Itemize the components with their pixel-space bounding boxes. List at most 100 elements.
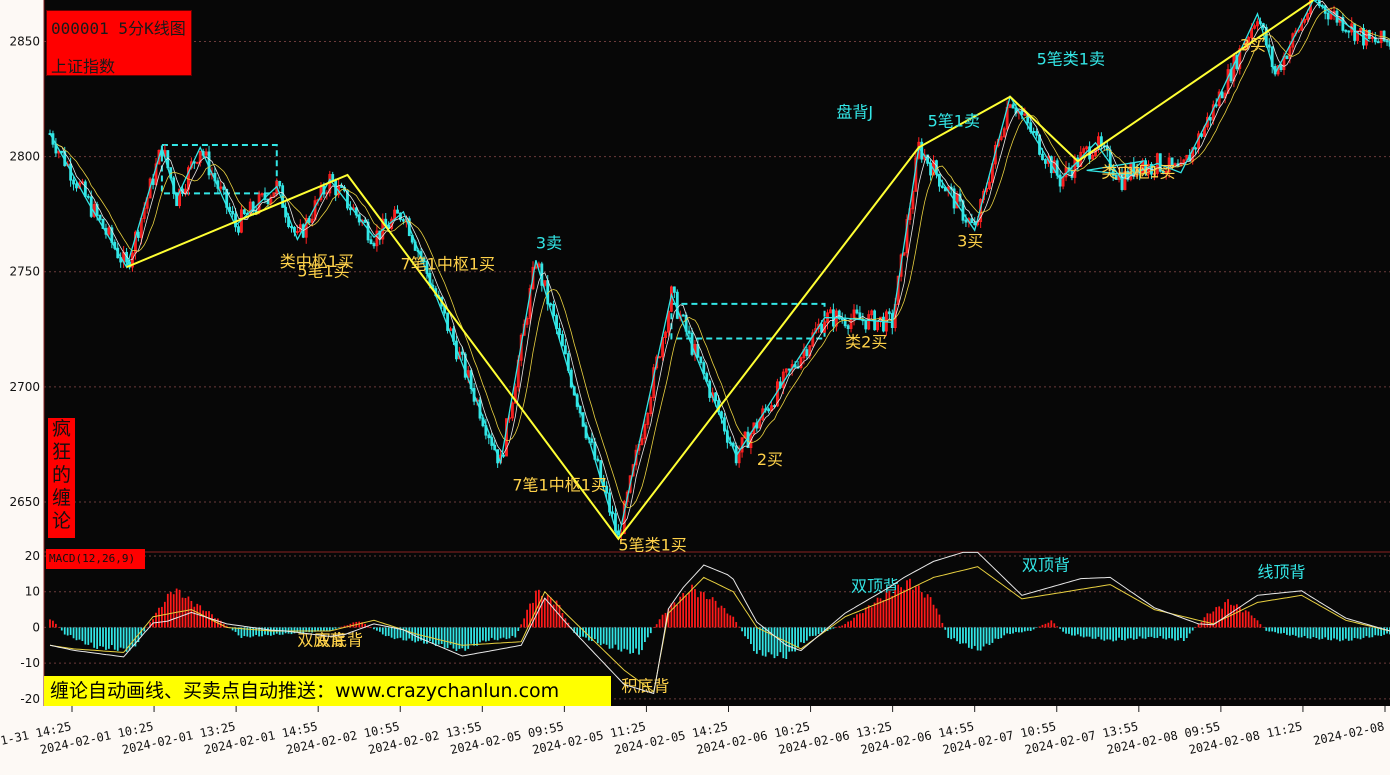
macd-histogram-bar [1309, 627, 1312, 639]
macd-histogram-bar [1321, 627, 1324, 639]
annotation-label: 7笔1中枢1买 [512, 475, 607, 494]
candle-body [787, 368, 791, 371]
macd-histogram-bar [991, 627, 994, 643]
macd-histogram-bar [429, 627, 431, 642]
candle-body [634, 449, 638, 466]
macd-histogram-bar [1171, 627, 1173, 639]
macd-histogram-bar [240, 627, 243, 638]
candle-body [1267, 44, 1271, 48]
candle-body [1082, 148, 1086, 153]
macd-histogram-bar [234, 627, 237, 632]
macd-histogram-bar [623, 627, 626, 649]
candle-body [964, 219, 968, 223]
macd-histogram-bar [903, 589, 905, 628]
candle-body [1329, 13, 1333, 20]
macd-histogram-bar [649, 627, 652, 634]
macd-histogram-bar [561, 613, 564, 628]
macd-histogram-bar [178, 589, 181, 628]
candle-body [372, 243, 376, 247]
macd-histogram-bar [1250, 615, 1253, 628]
macd-histogram-bar [661, 614, 664, 628]
macd-histogram-bar [249, 627, 252, 638]
segment-line [126, 0, 1314, 541]
macd-histogram-bar [358, 621, 361, 628]
candle-body [1044, 159, 1047, 164]
macd-histogram-bar [110, 627, 113, 646]
macd-histogram-bar [535, 590, 537, 628]
macd-histogram-bar [484, 627, 487, 642]
moving-averages [49, 0, 1390, 526]
macd-histogram-bar [894, 590, 897, 628]
macd-histogram-bar [1268, 627, 1271, 632]
macd-histogram-bar [1182, 627, 1185, 641]
macd-label: MACD(12,26,9) [46, 549, 145, 569]
macd-histogram-bar [57, 627, 60, 628]
macd-histogram-bar [850, 620, 852, 628]
macd-histogram-bar [520, 624, 523, 628]
macd-histogram-bar [1162, 627, 1165, 639]
macd-histogram-bar [231, 627, 234, 631]
macd-histogram-bar [402, 627, 405, 641]
candle-body [75, 183, 78, 189]
candle-body [1052, 160, 1056, 174]
macd-histogram-bar [1147, 627, 1150, 638]
macd-histogram-bar [172, 594, 175, 628]
macd-histogram-bar [1023, 627, 1026, 632]
macd-histogram-bar [175, 588, 178, 628]
macd-histogram-bar [970, 627, 973, 649]
candle-body [1373, 36, 1377, 43]
macd-histogram-bar [629, 627, 632, 654]
macd-histogram-bar [331, 627, 334, 630]
macd-histogram-bar [676, 604, 679, 628]
y-tick-label: 2800 [9, 150, 40, 164]
macd-histogram-bar [208, 611, 210, 628]
macd-histogram-bar [835, 627, 838, 628]
chart-plot-bg [44, 0, 1390, 706]
macd-histogram-bar [125, 627, 128, 652]
macd-histogram-bar [378, 627, 381, 632]
macd-histogram-bar [576, 627, 579, 636]
macd-histogram-bar [1032, 627, 1035, 630]
candle-body [513, 386, 517, 404]
candle-body [988, 181, 991, 190]
macd-histogram-bar [55, 623, 57, 628]
candle-body [840, 318, 844, 321]
macd-histogram-bar [1088, 627, 1091, 637]
macd-histogram-bar [1277, 627, 1279, 634]
macd-histogram-bar [593, 627, 596, 640]
macd-histogram-bar [805, 627, 808, 641]
macd-histogram-bar [1085, 627, 1088, 637]
macd-histogram-bar [1362, 627, 1365, 638]
macd-histogram-bar [555, 600, 558, 628]
macd-histogram-bar [803, 627, 805, 643]
macd-histogram-bar [1144, 627, 1147, 639]
macd-histogram-bar [947, 627, 950, 638]
macd-histogram-bar [1256, 620, 1259, 628]
macd-histogram-bar [1286, 627, 1288, 635]
candle-body [905, 219, 909, 254]
candle-body [643, 423, 647, 440]
annotation-label: 5笔1卖 [928, 112, 980, 131]
macd-histogram-bar [938, 614, 941, 628]
candle-body [1353, 23, 1357, 41]
candle-body [1020, 110, 1024, 115]
macd-histogram-bar [1291, 627, 1294, 635]
macd-histogram-bar [841, 625, 844, 628]
candle-body [1144, 160, 1147, 175]
macd-histogram-bar [820, 627, 823, 633]
macd-histogram-bar [900, 587, 903, 628]
candle-body [970, 218, 974, 224]
macd-histogram-bar [1135, 627, 1138, 639]
macd-histogram-bar [205, 611, 207, 628]
macd-histogram-bar [193, 606, 196, 628]
macd-histogram-bar [1341, 627, 1344, 641]
macd-histogram-bar [464, 627, 467, 651]
macd-histogram-bar [337, 627, 340, 628]
macd-histogram-bar [479, 627, 481, 643]
macd-histogram-bar [558, 604, 561, 628]
macd-histogram-bar [714, 600, 717, 628]
macd-histogram-bar [1073, 627, 1076, 636]
macd-histogram-bar [962, 627, 964, 644]
macd-histogram-bar [685, 595, 688, 628]
